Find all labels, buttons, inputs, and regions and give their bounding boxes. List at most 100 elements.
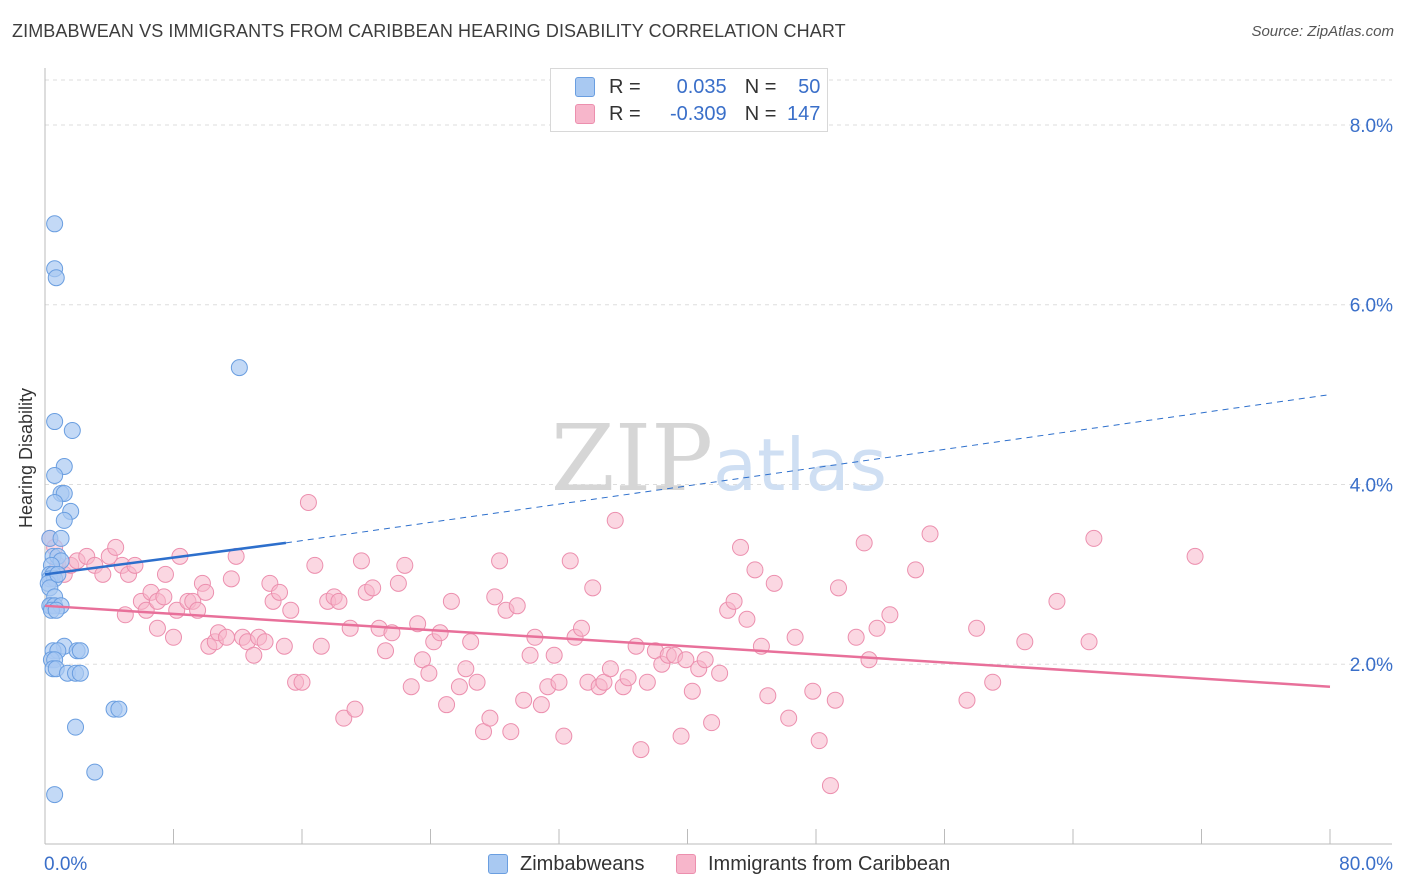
data-point-caribbean — [550, 673, 568, 691]
tick-labels: 2.0% 4.0% 6.0% 8.0% 0.0% 80.0% Hearing Disabil… — [16, 116, 1393, 875]
chart-title: ZIMBABWEAN VS IMMIGRANTS FROM CARIBBEAN … — [12, 21, 846, 41]
source-label: Source: ZipAtlas.com — [1251, 23, 1394, 40]
data-point-caribbean — [468, 673, 486, 691]
data-point-caribbean — [126, 556, 144, 574]
legend-row-caribbean: R = -0.309 N = 147 — [575, 101, 820, 127]
data-point-caribbean — [107, 538, 125, 556]
data-point-caribbean — [1080, 633, 1098, 651]
data-point-caribbean — [725, 592, 743, 610]
data-point-caribbean — [847, 628, 865, 646]
legend-n-label: N = — [744, 102, 777, 125]
data-point-caribbean — [732, 538, 750, 556]
data-point-caribbean — [672, 727, 690, 745]
bottom-legend-label: Zimbabweans — [520, 852, 645, 875]
data-point-caribbean — [352, 552, 370, 570]
data-point-zimbabwean — [230, 359, 248, 377]
data-point-caribbean — [256, 633, 274, 651]
data-point-zimbabwean — [46, 466, 64, 484]
y-axis-label: Hearing Disability — [16, 388, 36, 528]
data-point-caribbean — [346, 700, 364, 718]
data-point-caribbean — [810, 732, 828, 750]
data-point-caribbean — [462, 633, 480, 651]
data-point-caribbean — [245, 646, 263, 664]
data-point-caribbean — [312, 637, 330, 655]
data-point-caribbean — [282, 601, 300, 619]
data-point-caribbean — [306, 556, 324, 574]
data-point-caribbean — [148, 619, 166, 637]
legend-n-label: N = — [744, 75, 777, 98]
data-point-caribbean — [821, 777, 839, 795]
data-point-zimbabwean — [46, 493, 64, 511]
data-point-zimbabwean — [46, 215, 64, 233]
data-point-caribbean — [389, 574, 407, 592]
data-point-caribbean — [881, 606, 899, 624]
data-point-caribbean — [481, 709, 499, 727]
data-point-caribbean — [431, 624, 449, 642]
data-point-caribbean — [442, 592, 460, 610]
watermark-zip: ZIP — [551, 405, 713, 512]
data-point-caribbean — [804, 682, 822, 700]
data-point-caribbean — [508, 597, 526, 615]
legend-swatch-pink — [575, 104, 595, 124]
data-point-caribbean — [826, 691, 844, 709]
data-point-caribbean — [584, 579, 602, 597]
data-point-caribbean — [921, 525, 939, 543]
bottom-legend-swatch-blue — [488, 854, 508, 874]
data-point-caribbean — [515, 691, 533, 709]
data-point-caribbean — [156, 565, 174, 583]
data-point-caribbean — [984, 673, 1002, 691]
legend-r-label: R = — [609, 75, 641, 98]
data-point-zimbabwean — [46, 786, 64, 804]
legend-n-value: 147 — [787, 102, 821, 125]
data-point-caribbean — [572, 619, 590, 637]
y-tick-label: 4.0% — [1350, 475, 1393, 496]
data-point-zimbabwean — [86, 763, 104, 781]
data-point-caribbean — [1048, 592, 1066, 610]
trend-line-zimbabweans — [44, 541, 287, 576]
data-point-caribbean — [502, 723, 520, 741]
data-point-caribbean — [420, 664, 438, 682]
data-point-caribbean — [765, 574, 783, 592]
data-point-caribbean — [521, 646, 539, 664]
data-point-caribbean — [703, 714, 721, 732]
data-point-zimbabwean — [71, 642, 89, 660]
axes — [44, 68, 1392, 845]
data-point-zimbabwean — [67, 718, 85, 736]
data-point-caribbean — [491, 552, 509, 570]
data-point-caribbean — [275, 637, 293, 655]
data-point-caribbean — [829, 579, 847, 597]
data-point-zimbabwean — [47, 601, 65, 619]
data-point-caribbean — [958, 691, 976, 709]
data-point-caribbean — [786, 628, 804, 646]
data-point-zimbabwean — [55, 511, 73, 529]
data-point-caribbean — [780, 709, 798, 727]
data-point-caribbean — [197, 583, 215, 601]
data-point-zimbabwean — [47, 269, 65, 287]
data-point-zimbabwean — [46, 413, 64, 431]
data-point-caribbean — [619, 669, 637, 687]
data-point-caribbean — [1016, 633, 1034, 651]
bottom-legend-swatch-pink — [676, 854, 696, 874]
data-point-caribbean — [855, 534, 873, 552]
x-tick-label-min: 0.0% — [44, 854, 87, 875]
data-point-caribbean — [638, 673, 656, 691]
data-point-zimbabwean — [52, 529, 70, 547]
trend-lines — [44, 394, 1331, 688]
legend-r-value: 0.035 — [676, 75, 727, 98]
data-point-caribbean — [606, 511, 624, 529]
data-point-caribbean — [545, 646, 563, 664]
data-point-caribbean — [1085, 529, 1103, 547]
data-point-caribbean — [450, 678, 468, 696]
data-point-caribbean — [601, 660, 619, 678]
data-point-zimbabwean — [110, 700, 128, 718]
data-point-caribbean — [218, 628, 236, 646]
y-tick-label: 6.0% — [1350, 296, 1393, 317]
bottom-legend-caribbean: Immigrants from Caribbean — [676, 852, 950, 876]
gridlines — [45, 79, 1392, 665]
data-point-caribbean — [627, 637, 645, 655]
data-point-caribbean — [711, 664, 729, 682]
data-point-caribbean — [738, 610, 756, 628]
series-zimbabweans-points — [39, 215, 248, 804]
legend-n-value: 50 — [798, 75, 821, 98]
